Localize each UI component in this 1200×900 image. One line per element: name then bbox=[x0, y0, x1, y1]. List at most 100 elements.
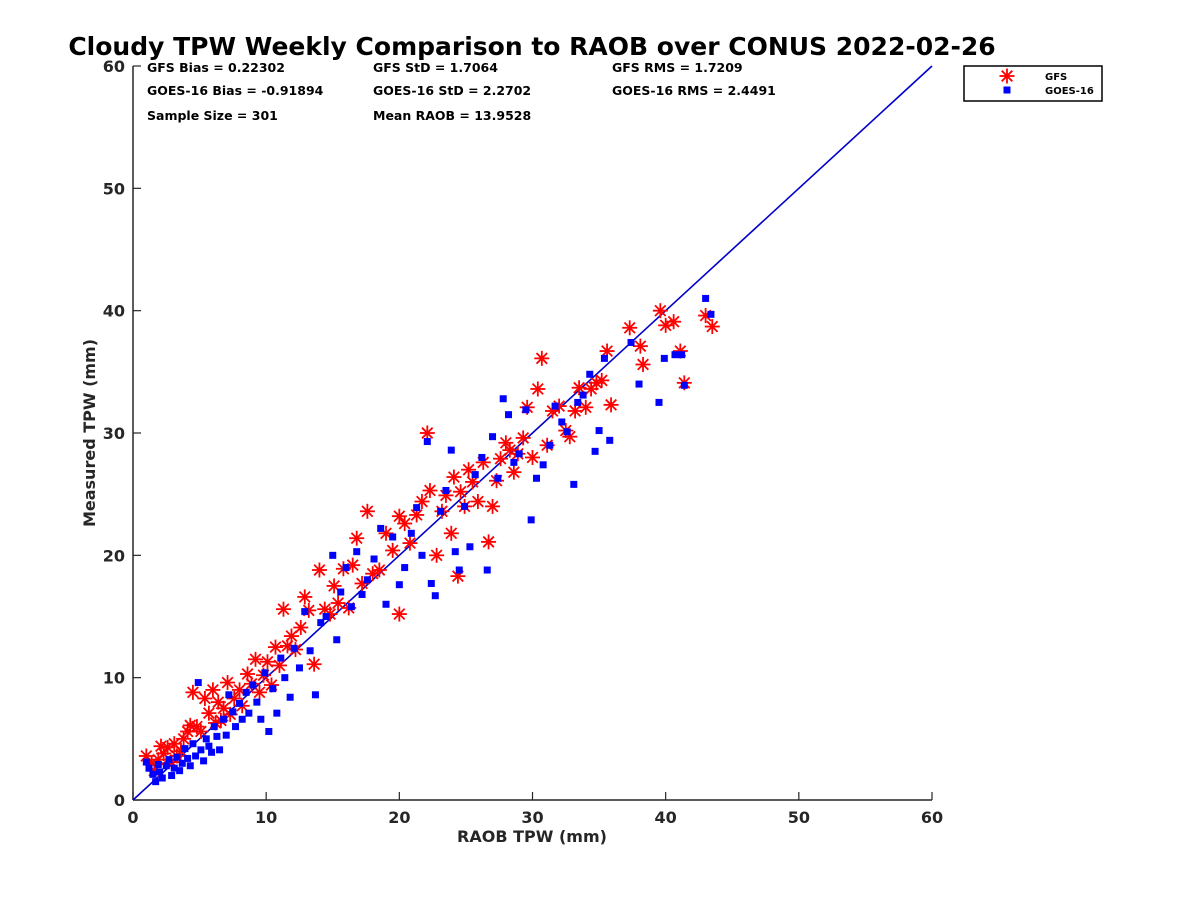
legend-box bbox=[963, 65, 1103, 102]
goes16-point bbox=[702, 294, 710, 302]
goes16-point bbox=[363, 576, 371, 584]
goes16-point bbox=[660, 354, 668, 362]
goes16-point bbox=[197, 746, 205, 754]
goes16-point bbox=[505, 411, 513, 419]
goes16-point bbox=[678, 351, 686, 359]
x-ticks: 0 10 20 30 40 50 60 bbox=[127, 792, 943, 827]
goes16-point bbox=[680, 381, 688, 389]
goes16-point bbox=[295, 664, 303, 672]
goes16-point bbox=[471, 471, 479, 479]
plot-area: 0 10 20 30 40 50 60 0 10 20 30 40 50 60 GFS Bias = 0… bbox=[103, 57, 943, 827]
goes16-point bbox=[245, 709, 253, 717]
goes16-point bbox=[176, 767, 184, 775]
gfs-point bbox=[515, 430, 531, 446]
stat-value: GOES-16 RMS = 2.4491 bbox=[612, 83, 776, 98]
goes16-point bbox=[232, 723, 240, 731]
goes16-point bbox=[532, 474, 540, 482]
y-tick-label: 30 bbox=[103, 424, 125, 443]
goes16-point bbox=[265, 727, 273, 735]
gfs-point bbox=[275, 601, 291, 617]
goes16-point bbox=[347, 603, 355, 611]
goes16-point bbox=[377, 524, 385, 532]
goes16-point bbox=[281, 674, 289, 682]
y-tick-label: 20 bbox=[103, 546, 125, 565]
goes16-point bbox=[635, 380, 643, 388]
goes16-point bbox=[423, 438, 431, 446]
gfs-point bbox=[248, 651, 264, 667]
y-axis-label: Measured TPW (mm) bbox=[80, 339, 99, 527]
y-tick-label: 60 bbox=[103, 57, 125, 76]
goes16-point bbox=[158, 774, 166, 782]
goes16-point bbox=[337, 588, 345, 596]
legend-entry-label: GOES-16 bbox=[1045, 86, 1094, 97]
goes16-point bbox=[269, 685, 277, 693]
series-goes-16 bbox=[142, 294, 715, 786]
goes16-point bbox=[152, 778, 160, 786]
legend-gfs-marker bbox=[999, 68, 1015, 84]
x-tick-label: 40 bbox=[655, 808, 677, 827]
stat-value: GOES-16 StD = 2.2702 bbox=[373, 83, 531, 98]
gfs-point bbox=[530, 381, 546, 397]
gfs-point bbox=[429, 547, 445, 563]
goes16-point bbox=[671, 351, 679, 359]
goes16-point bbox=[145, 764, 153, 772]
gfs-point bbox=[534, 350, 550, 366]
goes16-point bbox=[178, 759, 186, 767]
goes16-point bbox=[333, 636, 341, 644]
legend-entry-label: GFS bbox=[1045, 72, 1067, 83]
gfs-point bbox=[594, 372, 610, 388]
goes16-point bbox=[290, 644, 298, 652]
goes16-point bbox=[216, 746, 224, 754]
gfs-point bbox=[409, 507, 425, 523]
goes16-point bbox=[539, 461, 547, 469]
gfs-point bbox=[443, 525, 459, 541]
x-tick-label: 50 bbox=[788, 808, 810, 827]
goes16-point bbox=[551, 402, 559, 410]
goes16-point bbox=[515, 450, 523, 458]
gfs-point bbox=[622, 320, 638, 336]
goes16-point bbox=[142, 758, 150, 766]
goes16-point bbox=[353, 548, 361, 556]
gfs-point bbox=[571, 380, 587, 396]
gfs-point bbox=[252, 684, 268, 700]
stat-value: GFS RMS = 1.7209 bbox=[612, 60, 743, 75]
gfs-point bbox=[493, 451, 509, 467]
gfs-point bbox=[359, 503, 375, 519]
goes16-point bbox=[173, 753, 181, 761]
stat-value: GFS Bias = 0.22302 bbox=[147, 60, 285, 75]
goes16-point bbox=[184, 754, 192, 762]
legend: GFS GOES-16 bbox=[963, 65, 1103, 102]
goes16-point bbox=[461, 502, 469, 510]
goes16-point bbox=[401, 564, 409, 572]
stat-value: Mean RAOB = 13.9528 bbox=[373, 108, 531, 123]
gfs-point bbox=[205, 682, 221, 698]
goes16-point bbox=[253, 698, 261, 706]
goes16-point bbox=[586, 370, 594, 378]
gfs-point bbox=[193, 723, 209, 739]
gfs-point bbox=[485, 498, 501, 514]
goes16-point bbox=[205, 742, 213, 750]
y-tick-label: 40 bbox=[103, 302, 125, 321]
gfs-point bbox=[391, 606, 407, 622]
goes16-point bbox=[418, 551, 426, 559]
gfs-point bbox=[453, 484, 469, 500]
goes16-point bbox=[606, 436, 614, 444]
goes16-point bbox=[194, 679, 202, 687]
goes16-point bbox=[574, 398, 582, 406]
legend-goes16-marker bbox=[1003, 86, 1011, 94]
gfs-point bbox=[185, 684, 201, 700]
goes16-point bbox=[210, 723, 218, 731]
y-tick-label: 10 bbox=[103, 669, 125, 688]
x-tick-label: 20 bbox=[388, 808, 410, 827]
goes16-point bbox=[322, 613, 330, 620]
goes16-point bbox=[220, 715, 228, 723]
x-axis-label: RAOB TPW (mm) bbox=[457, 827, 607, 846]
y-ticks: 0 10 20 30 40 50 60 bbox=[103, 57, 141, 810]
goes16-point bbox=[655, 398, 663, 406]
gfs-point bbox=[293, 620, 309, 636]
goes16-point bbox=[225, 691, 233, 699]
gfs-point bbox=[297, 589, 313, 605]
gfs-point bbox=[578, 399, 594, 415]
goes16-point bbox=[389, 533, 397, 541]
gfs-point bbox=[419, 425, 435, 441]
